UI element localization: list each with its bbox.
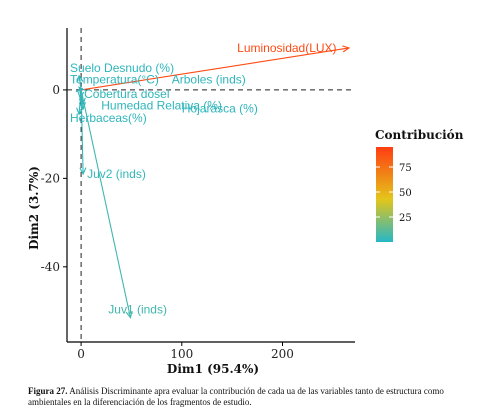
- arrow-head: [342, 45, 351, 53]
- legend-ticks: 75 50 25: [376, 163, 412, 224]
- label-temperatura-c: Temperatura(°C): [70, 73, 159, 87]
- label-humedad-relativa: Humedad Relativa (%): [101, 98, 222, 112]
- variable-arrows: [75, 45, 351, 319]
- label-juv1-inds: Juv1 (inds): [108, 303, 167, 317]
- figure-caption: Figura 27. Análisis Discriminante apra e…: [28, 386, 468, 408]
- label-hojarasca: Hojarasca (%): [182, 101, 258, 115]
- caption-label: Figura 27.: [28, 386, 68, 396]
- arrow-shaft: [80, 89, 84, 174]
- y-tick-label: -40: [41, 260, 60, 274]
- label-juv2-inds: Juv2 (inds): [87, 167, 146, 181]
- arrow-head: [76, 74, 84, 83]
- legend-tick-label: 75: [399, 163, 412, 174]
- variable-labels: Luminosidad(LUX) Suelo Desnudo (%)Tempera…: [70, 41, 337, 317]
- arrow-juv2-inds: [79, 89, 87, 176]
- label-luminosidad-lux: Luminosidad(LUX): [237, 41, 336, 55]
- y-axis-title: Dim2 (3.7%): [27, 166, 41, 250]
- label-cobertura-dosel: Cobertura dosel: [84, 87, 169, 101]
- caption-text: Análisis Discriminante apra evaluar la c…: [28, 386, 444, 407]
- x-tick-label: 200: [271, 347, 294, 361]
- y-tick-label: -20: [41, 171, 60, 185]
- contribution-legend: Contribución 75 50 25: [375, 128, 464, 242]
- arrow-juv1-inds: [80, 89, 133, 319]
- arrow-head: [125, 310, 133, 319]
- x-axis-title: Dim1 (95.4%): [167, 362, 259, 376]
- x-tick-label: 100: [170, 347, 193, 361]
- label-suelo-desnudo: Suelo Desnudo (%): [70, 61, 174, 75]
- legend-tick-label: 25: [399, 213, 412, 224]
- reference-lines: [67, 28, 355, 342]
- legend-colorbar: [376, 147, 393, 242]
- arrow-head: [78, 86, 86, 95]
- arrow-shaft: [80, 89, 131, 318]
- arrow-luminosidad-lux: [81, 45, 351, 91]
- pca-biplot: 0 100 200 0 -20 -40 Luminosidad(LUX) Suelo Des…: [27, 28, 464, 376]
- axes: 0 100 200 0 -20 -40: [41, 28, 355, 361]
- label-herbaceas: Herbaceas(%): [70, 111, 147, 125]
- legend-tick-label: 50: [399, 188, 412, 199]
- arrow-shaft: [81, 47, 350, 91]
- arrow-head: [79, 167, 87, 176]
- x-tick-label: 0: [77, 347, 85, 361]
- label-arboles-inds: Arboles (inds): [172, 73, 246, 87]
- y-tick-label: 0: [52, 83, 60, 97]
- legend-title: Contribución: [375, 128, 464, 142]
